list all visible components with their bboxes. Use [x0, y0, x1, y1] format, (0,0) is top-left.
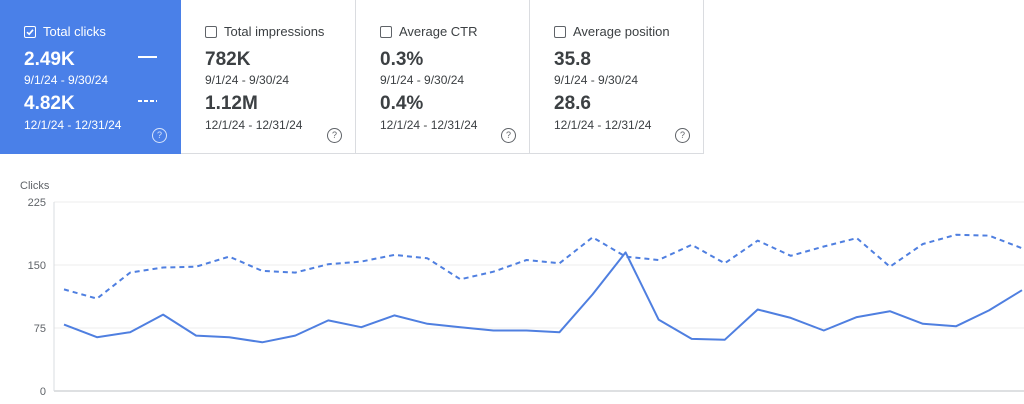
metric-header: Total clicks	[24, 24, 106, 39]
metric-card-total-impressions[interactable]: Total impressions 782K 9/1/24 - 9/30/24 …	[181, 0, 356, 154]
metric-range-current: 9/1/24 - 9/30/24	[554, 73, 639, 87]
metric-range-current: 9/1/24 - 9/30/24	[24, 73, 109, 87]
y-axis-label: Clicks	[20, 180, 50, 192]
help-circle-icon[interactable]: ?	[501, 128, 516, 143]
metric-card-total-clicks[interactable]: Total clicks 2.49K 9/1/24 - 9/30/24 4.82…	[0, 0, 181, 154]
metric-value-compare: 28.6	[554, 93, 591, 114]
series-line-compare	[63, 233, 1023, 300]
metric-range-compare: 12/1/24 - 12/31/24	[554, 118, 652, 132]
metric-range-compare: 12/1/24 - 12/31/24	[205, 118, 303, 132]
legend-dashed-line	[138, 100, 157, 102]
metric-card-average-position[interactable]: Average position 35.8 9/1/24 - 9/30/24 2…	[530, 0, 704, 154]
metric-cards: Total clicks 2.49K 9/1/24 - 9/30/24 4.82…	[0, 0, 704, 156]
metric-value-compare: 0.4%	[380, 93, 424, 114]
y-tick-label: 150	[28, 260, 46, 272]
metric-range-current: 9/1/24 - 9/30/24	[380, 73, 465, 87]
metric-range-current: 9/1/24 - 9/30/24	[205, 73, 290, 87]
help-circle-icon[interactable]: ?	[152, 128, 167, 143]
checkbox-icon[interactable]	[554, 25, 566, 38]
metric-range-compare: 12/1/24 - 12/31/24	[24, 118, 122, 132]
legend-solid-line	[138, 56, 157, 58]
checkbox-icon[interactable]	[24, 25, 36, 38]
series-line-current	[63, 251, 1023, 344]
checkbox-icon[interactable]	[380, 25, 392, 38]
help-circle-icon[interactable]: ?	[675, 128, 690, 143]
metric-header: Total impressions	[205, 24, 324, 39]
metric-label: Total clicks	[43, 24, 106, 39]
help-circle-icon[interactable]: ?	[327, 128, 342, 143]
y-tick-label: 75	[34, 323, 46, 335]
metric-value-current: 0.3%	[380, 49, 424, 70]
chart-series	[63, 233, 1023, 344]
checkbox-icon[interactable]	[205, 25, 217, 38]
metric-value-current: 35.8	[554, 49, 591, 70]
y-tick-label: 225	[28, 197, 46, 209]
y-tick-labels: 225 150 75 0	[28, 197, 46, 398]
y-tick-label: 0	[40, 386, 46, 398]
metric-value-compare: 1.12M	[205, 93, 258, 114]
metric-value-current: 2.49K	[24, 49, 75, 70]
metric-header: Average position	[554, 24, 670, 39]
grid-lines	[54, 201, 1024, 392]
metric-value-compare: 4.82K	[24, 93, 75, 114]
metric-header: Average CTR	[380, 24, 478, 39]
metric-label: Average CTR	[399, 24, 478, 39]
metric-range-compare: 12/1/24 - 12/31/24	[380, 118, 478, 132]
metric-label: Total impressions	[224, 24, 325, 39]
clicks-chart: Clicks 225 150 75 0	[20, 180, 1024, 398]
metric-label: Average position	[573, 24, 670, 39]
metric-card-average-ctr[interactable]: Average CTR 0.3% 9/1/24 - 9/30/24 0.4% 1…	[356, 0, 530, 154]
metric-value-current: 782K	[205, 49, 251, 70]
